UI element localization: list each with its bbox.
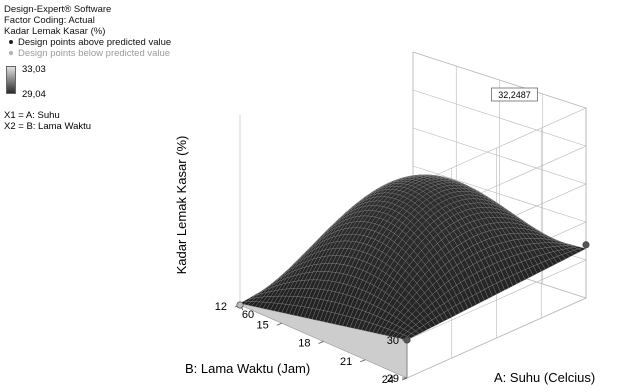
peak-flag: 32,2487: [491, 87, 538, 102]
factor-x2: X2 = B: Lama Waktu: [4, 121, 92, 132]
dot-dark-icon: [9, 39, 13, 44]
legend-above-label: Design points above predicted value: [18, 37, 172, 48]
software-name: Design-Expert® Software: [4, 4, 112, 15]
peak-label-box: [491, 87, 538, 102]
legend-panel: Design-Expert® Software Factor Coding: A…: [4, 4, 171, 59]
y-tick-label: 24: [382, 374, 394, 386]
response-surface: [239, 174, 587, 341]
x-axis-label: A: Suhu (Celcius): [494, 370, 595, 385]
y-tick-label: 12: [215, 301, 227, 313]
y-tick-label: 15: [257, 319, 269, 331]
legend-below: Design points below predicted value: [4, 48, 171, 59]
y-tick: [401, 377, 408, 381]
factor-x1: X1 = A: Suhu: [4, 110, 60, 121]
scale-low-label: 29,04: [22, 89, 46, 100]
legend-below-label: Design points below predicted value: [18, 48, 171, 59]
design-points: [236, 241, 590, 344]
y-tick: [318, 341, 324, 344]
factor-coding: Factor Coding: Actual: [4, 15, 95, 26]
color-scale-bar: [6, 66, 16, 94]
axis-labels: Kadar Lemak Kasar (%) B: Lama Waktu (Jam…: [174, 136, 595, 385]
legend-above: Design points above predicted value: [4, 37, 171, 48]
y-tick: [360, 359, 366, 363]
peak-label: 32,2487: [498, 90, 531, 100]
z-tick-label: 29: [387, 373, 399, 385]
z-axis-label: Kadar Lemak Kasar (%): [174, 136, 189, 275]
y-tick-label: 18: [298, 338, 310, 350]
scale-high-label: 33,03: [22, 64, 46, 75]
y-tick: [276, 322, 282, 326]
y-axis-label: B: Lama Waktu (Jam): [185, 361, 310, 376]
dot-light-icon: [9, 50, 13, 55]
design-point: [403, 336, 411, 344]
design-point: [236, 301, 244, 309]
x-tick-label: 60: [242, 309, 254, 321]
response-name: Kadar Lemak Kasar (%): [4, 26, 106, 37]
z-tick-label: 30: [387, 335, 399, 347]
y-tick-label: 21: [340, 356, 352, 368]
factor-list: X1 = A: Suhu X2 = B: Lama Waktu: [4, 110, 91, 132]
design-point: [582, 241, 590, 249]
